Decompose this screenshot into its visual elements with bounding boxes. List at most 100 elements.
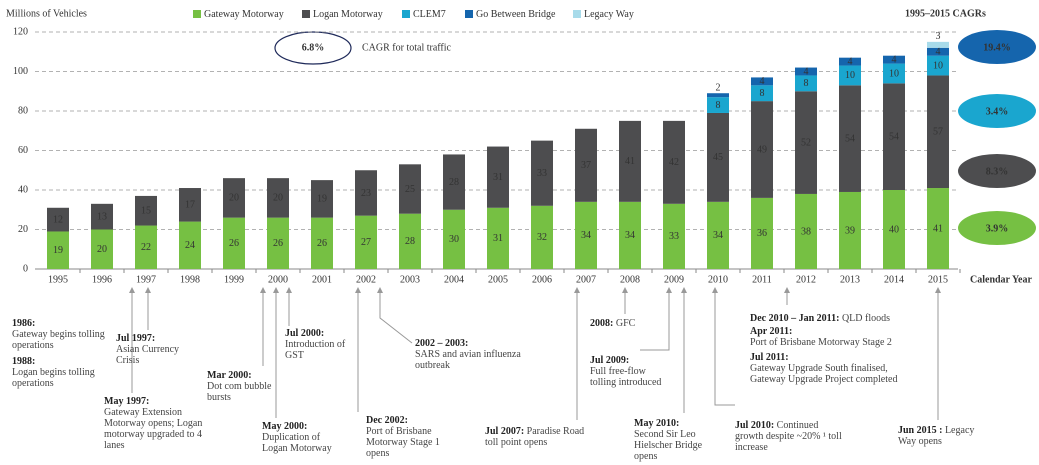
value-label: 10 bbox=[889, 68, 899, 79]
bar-segment bbox=[663, 120, 685, 204]
x-tick-label: 1999 bbox=[224, 274, 244, 285]
value-label: 33 bbox=[537, 168, 547, 179]
value-label: 25 bbox=[405, 184, 415, 195]
bar-segment bbox=[531, 205, 553, 269]
value-label: 4 bbox=[848, 56, 853, 67]
y-tick-label: 0 bbox=[23, 263, 28, 274]
value-label: 8 bbox=[716, 100, 721, 111]
x-tick-label: 2004 bbox=[444, 274, 464, 285]
x-tick-label: 2009 bbox=[664, 274, 684, 285]
value-label: 20 bbox=[97, 244, 107, 255]
annotation-date: Mar 2000: bbox=[207, 370, 252, 381]
bar-segment bbox=[47, 231, 69, 269]
annotation-text: QLD floods bbox=[841, 313, 891, 324]
value-label: 41 bbox=[933, 223, 943, 234]
bar-segment bbox=[707, 112, 729, 202]
annotation-text: GFC bbox=[615, 318, 636, 329]
annotation: Jun 2015 : Legacy Way opens bbox=[898, 425, 978, 447]
annotation: Jul 2009: Full free-flow tolling introduc… bbox=[590, 355, 662, 388]
value-label: 33 bbox=[669, 231, 679, 242]
bar-segment bbox=[839, 191, 861, 269]
x-axis-title: Calendar Year bbox=[970, 274, 1033, 285]
value-label: 34 bbox=[713, 230, 723, 241]
legend-label: Logan Motorway bbox=[313, 9, 383, 20]
bar-segment bbox=[927, 75, 949, 189]
bar-segment bbox=[883, 83, 905, 190]
value-label: 20 bbox=[273, 193, 283, 204]
annotation-text: Asian Currency Crisis bbox=[116, 344, 180, 366]
value-label: 15 bbox=[141, 206, 151, 217]
bar-segment bbox=[927, 55, 949, 76]
annotation-date: Jul 2010: bbox=[735, 420, 775, 431]
bar-segment bbox=[927, 47, 949, 56]
value-label: 22 bbox=[141, 242, 151, 253]
value-label: 26 bbox=[229, 238, 239, 249]
bar-segment bbox=[883, 63, 905, 84]
annotation-text: SARS and avian influenza outbreak bbox=[415, 349, 521, 371]
cagr-title: 1995–2015 CAGRs bbox=[905, 8, 986, 19]
annotation: Dec 2002: Port of Brisbane Motorway Stage… bbox=[366, 415, 444, 459]
annotation: Jul 1997: Asian Currency Crisis bbox=[116, 333, 196, 366]
annotation-text: Legacy Way opens bbox=[898, 425, 975, 447]
cagr-label: 19.4% bbox=[983, 42, 1011, 53]
annotation-date: May 2000: bbox=[262, 421, 308, 432]
legend-label: Gateway Motorway bbox=[204, 9, 284, 20]
bar-segment bbox=[355, 170, 377, 216]
value-label: 52 bbox=[801, 137, 811, 148]
value-label: 34 bbox=[625, 230, 635, 241]
value-label: 4 bbox=[936, 47, 941, 58]
value-label: 13 bbox=[97, 211, 107, 222]
x-tick-label: 2000 bbox=[268, 274, 288, 285]
annotation: Mar 2000: Dot com bubble bursts bbox=[207, 370, 279, 403]
annotation-date: Jul 1997: bbox=[116, 333, 156, 344]
total-cagr-text: CAGR for total traffic bbox=[362, 42, 452, 53]
cagr-ellipse bbox=[958, 154, 1036, 188]
annotation-text: Full free-flow tolling introduced bbox=[590, 366, 662, 388]
bar-segment bbox=[795, 193, 817, 269]
value-label: 24 bbox=[185, 240, 195, 251]
bar-segment bbox=[399, 164, 421, 214]
x-tick-label: 2006 bbox=[532, 274, 552, 285]
bar-segment bbox=[267, 178, 289, 218]
annotation-text: Dot com bubble bursts bbox=[207, 381, 272, 403]
bar-segment bbox=[487, 146, 509, 208]
value-label: 19 bbox=[53, 245, 63, 256]
annotation: May 1997: Gateway Extension Motorway open… bbox=[104, 396, 204, 451]
annotation-date: Jul 2009: bbox=[590, 355, 630, 366]
x-tick-label: 2014 bbox=[884, 274, 904, 285]
bar-segment bbox=[795, 91, 817, 194]
x-tick-label: 2005 bbox=[488, 274, 508, 285]
value-label: 28 bbox=[449, 177, 459, 188]
value-label: 39 bbox=[845, 225, 855, 236]
value-label: 31 bbox=[493, 172, 503, 183]
x-tick-label: 2001 bbox=[312, 274, 332, 285]
y-axis-title: Millions of Vehicles bbox=[6, 8, 87, 19]
x-tick-label: 2003 bbox=[400, 274, 420, 285]
total-cagr: 6.8% bbox=[302, 42, 325, 53]
value-label: 12 bbox=[53, 214, 63, 225]
bar-segment bbox=[883, 190, 905, 269]
cagr-ellipse bbox=[958, 211, 1036, 245]
x-tick-label: 2015 bbox=[928, 274, 948, 285]
bar-segment bbox=[311, 180, 333, 218]
bar-segment bbox=[575, 201, 597, 269]
annotation-date: May 2010: bbox=[634, 418, 680, 429]
y-tick-label: 40 bbox=[18, 184, 28, 195]
x-tick-label: 2008 bbox=[620, 274, 640, 285]
value-label: 38 bbox=[801, 226, 811, 237]
bar-segment bbox=[487, 207, 509, 269]
annotation: May 2000: Duplication of Logan Motorway bbox=[262, 421, 347, 454]
value-label: 54 bbox=[889, 131, 899, 142]
value-label: 27 bbox=[361, 237, 371, 248]
x-tick-label: 1995 bbox=[48, 274, 68, 285]
annotation-date: Jul 2007: bbox=[485, 426, 525, 437]
bar-segment bbox=[707, 93, 729, 98]
annotation-text: Gateway Upgrade South finalised, Gateway… bbox=[750, 363, 898, 385]
annotation: May 2010: Second Sir Leo Hielscher Bridge… bbox=[634, 418, 716, 462]
legend-label: CLEM7 bbox=[413, 9, 446, 20]
annotation-date: May 1997: bbox=[104, 396, 150, 407]
annotation-text: Paradise Road toll point opens bbox=[485, 426, 585, 448]
bar-segment bbox=[267, 217, 289, 269]
cagr-label: 3.4% bbox=[986, 106, 1009, 117]
